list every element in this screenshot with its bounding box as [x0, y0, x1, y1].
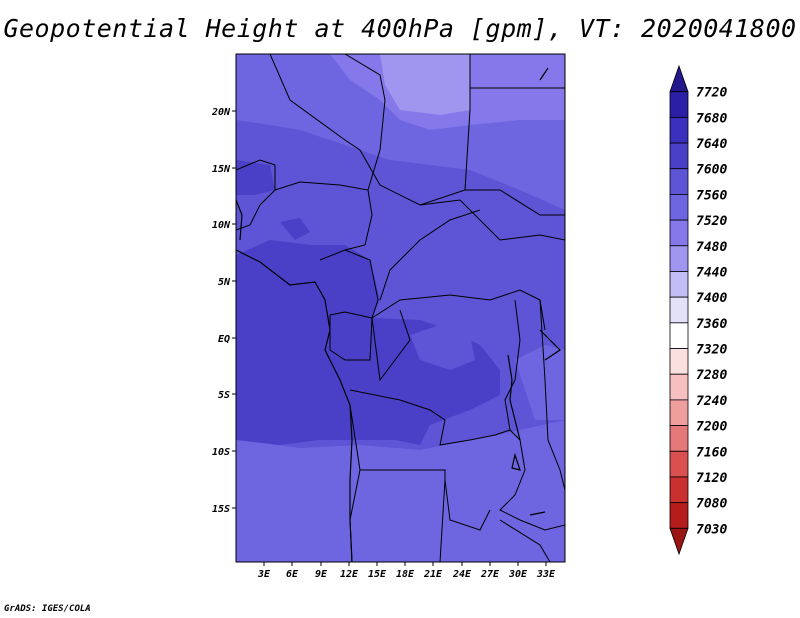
lat-label: 15S — [212, 504, 230, 515]
lake-victoria — [539, 329, 561, 361]
colorbar-label: 7030 — [696, 522, 727, 537]
colorbar: 7720 7680 7640 7600 7560 7520 7480 7440 7400 7360… — [669, 64, 727, 556]
lon-label: 3E — [257, 569, 271, 580]
border-nigeria — [274, 181, 373, 251]
coastline — [236, 67, 561, 562]
colorbar-label: 7720 — [696, 86, 727, 101]
colorbar-swatch — [669, 476, 689, 504]
colorbar-label: 7560 — [696, 188, 727, 203]
lon-label: 6E — [286, 569, 299, 580]
colorbar-label: 7240 — [696, 394, 727, 409]
lake-malawi — [511, 452, 521, 471]
field-west-low — [236, 160, 275, 195]
lon-label: 27E — [480, 569, 500, 580]
lon-label: 12E — [340, 569, 359, 580]
map-field — [236, 54, 565, 562]
field-low-band — [236, 240, 500, 445]
colorbar-label: 7480 — [696, 240, 727, 255]
colorbar-label: 7160 — [696, 445, 727, 460]
colorbar-label: 7440 — [696, 265, 727, 280]
colorbar-label: 7360 — [696, 317, 727, 332]
lat-axis — [232, 110, 236, 509]
africa-west-coast — [236, 249, 353, 562]
colorbar-swatch — [669, 425, 689, 452]
border-namibia — [439, 479, 446, 562]
colorbar-swatch — [669, 527, 689, 556]
lat-label: 10S — [212, 447, 230, 458]
colorbar-swatch — [669, 348, 689, 375]
north-coast-mark — [539, 67, 549, 81]
lake-tanganyika — [507, 354, 521, 441]
colorbar-swatch — [669, 322, 689, 349]
border-lakes — [504, 299, 521, 431]
colorbar-swatch — [669, 399, 689, 426]
border-angola-drc — [349, 389, 496, 446]
lon-label: 15E — [368, 569, 387, 580]
lon-label: 30E — [508, 569, 528, 580]
lat-label: 20N — [211, 107, 231, 118]
colorbar-swatch — [669, 219, 689, 247]
colorbar-label: 7600 — [696, 163, 727, 178]
colorbar-label: 7400 — [696, 291, 727, 306]
border-chad-sudan — [465, 189, 565, 216]
lat-label: 10N — [212, 220, 231, 231]
lake-kariba — [529, 511, 546, 516]
lon-label: 9E — [315, 569, 328, 580]
lon-label: 24E — [452, 569, 472, 580]
west-coast-north — [236, 199, 243, 241]
colorbar-swatch — [669, 245, 689, 272]
map-frame — [235, 53, 566, 563]
colorbar-label: 7280 — [696, 368, 727, 383]
lon-axis — [263, 562, 547, 566]
country-borders — [236, 54, 565, 562]
colorbar-label: 7080 — [696, 497, 727, 512]
colorbar-label: 7520 — [696, 214, 727, 229]
colorbar-label: 7640 — [696, 137, 727, 152]
colorbar-swatch — [669, 116, 689, 144]
colorbar-swatch — [669, 194, 689, 221]
colorbar-label: 7200 — [696, 420, 727, 435]
colorbar-label: 7680 — [696, 111, 727, 126]
colorbar-swatch — [669, 64, 689, 93]
colorbar-label: 7120 — [696, 471, 727, 486]
lon-label: 18E — [396, 569, 415, 580]
lat-label: 15N — [212, 164, 231, 175]
border-cameroon — [319, 249, 379, 319]
border-south — [499, 519, 551, 562]
border-car-north — [379, 209, 481, 301]
map-title: Geopotential Height at 400hPa [gpm], VT:… — [3, 14, 797, 43]
colorbar-swatch — [669, 296, 689, 324]
colorbar-label: 7320 — [696, 343, 727, 358]
border-sudan — [419, 199, 565, 241]
field-south-region — [236, 420, 565, 562]
lat-label: 5S — [218, 390, 230, 401]
lat-label: 5N — [218, 277, 231, 288]
colorbar-swatch — [669, 373, 689, 401]
field-sahara-high — [380, 54, 470, 115]
lon-labels: 3E 6E 9E 12E 15E 18E 21E 24E 27E 30E 33E — [257, 569, 556, 580]
border-congo — [371, 309, 411, 382]
border-zimbabwe — [519, 519, 565, 531]
colorbar-swatch — [669, 502, 689, 529]
lat-labels: 20N 15N 10N 5N EQ 5S 10S 15S — [211, 107, 231, 515]
colorbar-swatch — [669, 168, 689, 195]
colorbar-swatch — [669, 271, 689, 298]
footer-credit: GrADS: IGES/COLA — [4, 604, 91, 614]
border-tanzania — [539, 299, 565, 491]
colorbar-swatch — [669, 91, 689, 118]
lon-label: 21E — [423, 569, 443, 580]
lat-label: EQ — [218, 334, 230, 345]
colorbar-swatch — [669, 450, 689, 478]
lon-label: 33E — [536, 569, 556, 580]
colorbar-swatch — [669, 142, 689, 170]
field-east-patch — [515, 345, 565, 420]
field-congo-patch — [410, 325, 475, 370]
border-gabon — [329, 315, 373, 361]
border-niger-algeria — [344, 54, 386, 191]
border-north — [269, 54, 471, 206]
field-low-patch — [280, 218, 310, 240]
border-angola-zambia — [360, 469, 491, 531]
